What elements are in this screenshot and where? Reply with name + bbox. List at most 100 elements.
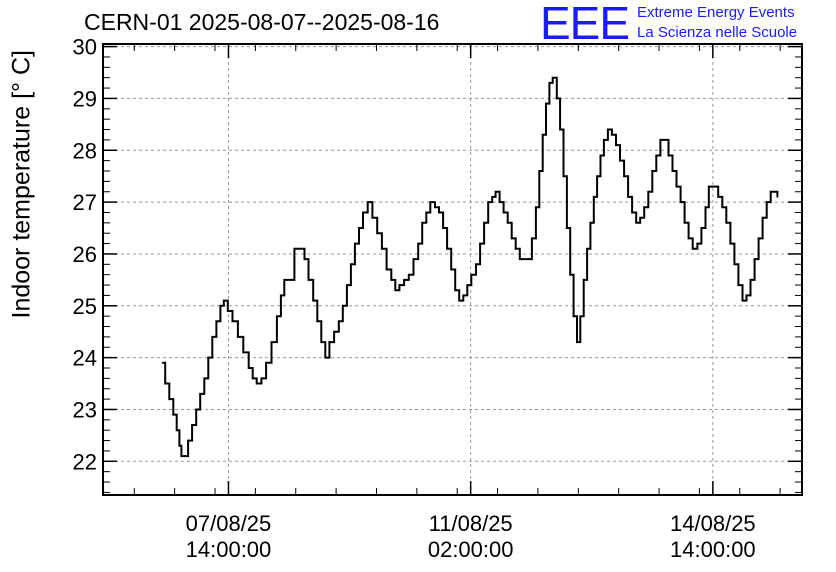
data-point — [708, 185, 710, 188]
y-tick-label: 28 — [73, 138, 97, 163]
data-point — [470, 273, 473, 276]
data-point — [582, 279, 585, 281]
data-point — [362, 211, 364, 214]
data-point — [541, 133, 544, 136]
data-point — [729, 242, 732, 245]
data-point — [704, 206, 707, 209]
data-point — [227, 310, 229, 312]
data-point — [251, 377, 254, 380]
y-tick-label: 22 — [73, 449, 97, 474]
data-point — [599, 154, 602, 157]
x-tick-label-time: 14:00:00 — [670, 537, 756, 562]
data-point — [183, 455, 186, 457]
data-point — [761, 216, 764, 219]
data-point — [579, 315, 582, 318]
data-point — [545, 102, 547, 105]
data-point — [417, 242, 420, 245]
data-point — [776, 196, 779, 198]
data-point — [199, 393, 201, 395]
data-point — [741, 299, 744, 302]
data-point — [312, 299, 315, 302]
data-point — [290, 279, 292, 281]
data-point — [462, 294, 465, 297]
data-point — [398, 284, 401, 286]
data-point — [749, 279, 752, 281]
data-point — [535, 206, 537, 209]
x-tick-label-date: 14/08/25 — [670, 511, 756, 536]
data-point — [223, 299, 225, 302]
data-point — [358, 227, 360, 229]
data-point — [385, 268, 388, 271]
data-point — [429, 201, 432, 203]
data-point — [757, 237, 760, 240]
data-point — [412, 258, 415, 260]
data-point — [717, 196, 719, 198]
data-point — [551, 76, 554, 79]
data-point — [280, 294, 282, 297]
data-point — [675, 185, 678, 188]
x-tick-label-date: 11/08/25 — [429, 511, 513, 536]
data-point — [346, 284, 348, 286]
data-point — [643, 206, 645, 209]
data-point — [191, 424, 193, 426]
data-point — [442, 227, 444, 229]
x-tick-label-time: 02:00:00 — [428, 537, 514, 562]
data-point — [519, 258, 521, 260]
y-tick-label: 25 — [73, 294, 97, 319]
data-point — [639, 216, 641, 219]
data-point — [721, 206, 724, 209]
data-point — [371, 216, 374, 219]
y-tick-label: 23 — [73, 397, 97, 422]
data-point — [299, 248, 302, 250]
data-point — [514, 248, 517, 250]
data-point — [683, 222, 686, 224]
data-point — [168, 398, 171, 400]
data-point — [403, 279, 405, 281]
data-point — [320, 341, 323, 343]
data-point — [615, 144, 617, 146]
data-point — [667, 154, 670, 157]
data-point — [247, 367, 250, 369]
data-point — [566, 227, 568, 229]
data-point — [454, 289, 457, 292]
data-point — [333, 330, 335, 333]
data-point — [607, 128, 609, 131]
data-point — [713, 185, 715, 188]
data-point — [231, 320, 234, 323]
data-point — [350, 263, 352, 266]
y-tick-label: 29 — [73, 86, 97, 111]
data-point — [466, 284, 469, 286]
data-point — [187, 439, 189, 442]
data-point — [559, 128, 561, 131]
data-point — [700, 227, 703, 229]
data-point — [195, 408, 197, 411]
data-point — [338, 320, 340, 323]
data-point — [276, 315, 278, 318]
data-point — [475, 263, 477, 266]
data-point — [354, 242, 356, 245]
data-point — [164, 382, 166, 385]
eee-logo-text: Extreme Energy Events La Scienza nelle S… — [637, 3, 797, 43]
data-point — [237, 336, 239, 338]
data-point — [679, 201, 682, 203]
data-point — [651, 170, 654, 172]
data-point — [161, 362, 164, 364]
data-point — [627, 196, 629, 198]
data-point — [569, 273, 571, 276]
data-point — [696, 242, 699, 245]
data-point — [538, 170, 541, 172]
data-point — [562, 175, 565, 177]
data-point — [215, 320, 218, 323]
y-tick-label: 27 — [73, 190, 97, 215]
data-point — [603, 139, 605, 141]
chart-title: CERN-01 2025-08-07--2025-08-16 — [84, 9, 440, 35]
data-point — [203, 377, 206, 380]
data-point — [745, 294, 748, 297]
data-point — [687, 237, 690, 240]
data-point — [328, 341, 331, 343]
data-point — [527, 258, 529, 260]
data-point — [260, 377, 263, 380]
data-point — [623, 175, 625, 177]
data-point — [659, 139, 662, 141]
data-point — [572, 315, 575, 318]
